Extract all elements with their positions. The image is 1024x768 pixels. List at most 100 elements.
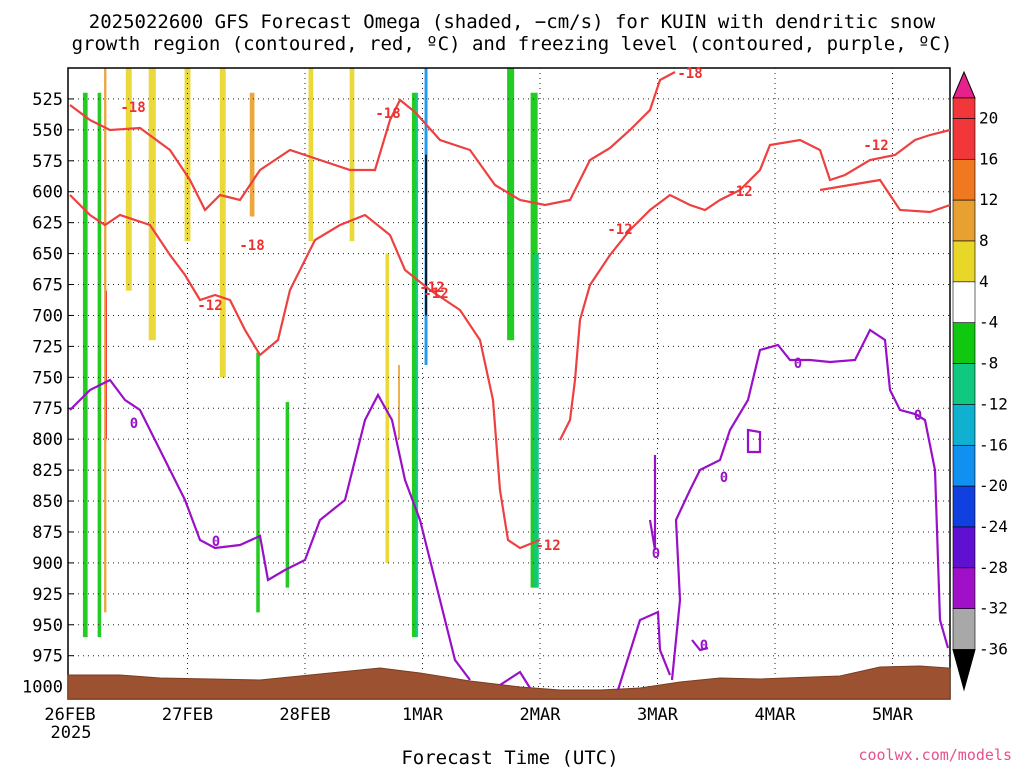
x-tick-label: 26FEB xyxy=(44,705,95,725)
freezing-level-contour-purple xyxy=(691,639,709,652)
y-tick-label: 975 xyxy=(32,647,63,667)
colorbar-segment xyxy=(952,485,976,528)
colorbar-segment xyxy=(952,240,976,283)
freezing-contour-label: 0 xyxy=(130,416,138,432)
colorbar-label: 12 xyxy=(979,190,998,209)
dgz-contour-label: -12 xyxy=(423,286,448,302)
colorbar-label: -32 xyxy=(979,599,1008,618)
dgz-contour-label: -12 xyxy=(419,280,444,296)
colorbar-label: 8 xyxy=(979,231,989,250)
colorbar-label: -36 xyxy=(979,640,1008,659)
freezing-contour-label: 0 xyxy=(652,546,660,562)
freezing-level-contour-purple xyxy=(648,455,657,551)
x-axis-label: Forecast Time (UTC) xyxy=(401,747,618,768)
dgz-contour-label: -12 xyxy=(197,298,222,314)
y-tick-label: 825 xyxy=(32,461,63,481)
omega-shading-region xyxy=(425,154,427,316)
colorbar-segment xyxy=(952,608,976,650)
y-tick-label: 1000 xyxy=(22,678,63,698)
dgz-contour-label: -18 xyxy=(239,238,264,254)
chart-title-line: growth region (contoured, red, ºC) and f… xyxy=(72,33,953,55)
x-tick-label: 5MAR xyxy=(872,705,914,725)
freezing-contour-label: 0 xyxy=(794,356,802,372)
omega-shading-region xyxy=(285,402,290,588)
terrain-ground xyxy=(67,665,951,700)
y-tick-label: 950 xyxy=(32,616,63,636)
freezing-level-contour-purple xyxy=(746,428,762,454)
colorbar-label: -16 xyxy=(979,435,1008,454)
dgz-contour-label: -18 xyxy=(375,106,400,122)
omega-shading-region xyxy=(125,68,132,291)
omega-shading-region xyxy=(249,92,255,217)
omega-shading-region xyxy=(415,92,419,638)
y-tick-label: 750 xyxy=(32,368,63,388)
credit-text: coolwx.com/models xyxy=(858,746,1012,764)
y-tick-label: 600 xyxy=(32,183,63,203)
omega-shading-region xyxy=(534,253,539,588)
x-tick-label: 28FEB xyxy=(279,705,330,725)
omega-shading-region xyxy=(308,68,314,242)
freezing-contour-label: 0 xyxy=(700,638,708,654)
colorbar-bottom-arrow xyxy=(952,649,976,692)
freezing-level-contour-purple xyxy=(499,670,531,689)
dgz-contour-label: -18 xyxy=(120,100,145,116)
colorbar-segment xyxy=(952,526,976,569)
omega-shading-region xyxy=(104,68,107,613)
omega-shading-region xyxy=(97,92,102,638)
x-tick-label: 27FEB xyxy=(162,705,213,725)
colorbar-top-arrow xyxy=(952,70,976,99)
colorbar-label: 20 xyxy=(979,108,998,127)
colorbar-segment xyxy=(952,97,976,119)
y-tick-label: 900 xyxy=(32,554,63,574)
x-tick-label: 4MAR xyxy=(755,705,797,725)
omega-shading-region xyxy=(82,92,88,638)
colorbar-label: -20 xyxy=(979,476,1008,495)
dgz-contour-label: -12 xyxy=(727,184,752,200)
freezing-contour-label: 0 xyxy=(720,470,728,486)
x-tick-label: 2MAR xyxy=(520,705,562,725)
freezing-contour-label: 0 xyxy=(914,408,922,424)
dgz-contour-label: -18 xyxy=(677,66,702,82)
omega-shading-region xyxy=(105,290,108,440)
colorbar-label: 4 xyxy=(979,272,989,291)
colorbar-segment xyxy=(952,567,976,610)
freezing-contour-label: 0 xyxy=(212,534,220,550)
y-tick-label: 550 xyxy=(32,121,63,141)
y-tick-label: 675 xyxy=(32,276,63,296)
colorbar-segment xyxy=(952,118,976,160)
omega-shading-region xyxy=(184,68,191,242)
colorbar-segment xyxy=(952,199,976,242)
y-tick-label: 525 xyxy=(32,90,63,110)
colorbar-segment xyxy=(952,404,976,446)
y-tick-label: 725 xyxy=(32,337,63,357)
omega-shading-region xyxy=(256,352,260,613)
y-tick-label: 850 xyxy=(32,492,63,512)
colorbar-label: -8 xyxy=(979,354,998,373)
y-tick-label: 575 xyxy=(32,152,63,172)
y-tick-label: 650 xyxy=(32,245,63,265)
x-year-label: 2025 xyxy=(51,723,92,743)
dgz-contour-red xyxy=(69,71,676,212)
colorbar-label: -28 xyxy=(979,558,1008,577)
omega-shading-region xyxy=(219,68,226,378)
dgz-contour-label: -12 xyxy=(863,138,888,154)
omega-shading-region xyxy=(411,92,417,638)
omega-shading-region xyxy=(148,68,156,341)
dgz-contour-red xyxy=(69,194,541,550)
chart-title-line: 2025022600 GFS Forecast Omega (shaded, −… xyxy=(89,11,936,33)
y-tick-label: 800 xyxy=(32,430,63,450)
omega-shading-region xyxy=(349,68,355,242)
freezing-level-contour-purple xyxy=(670,328,950,681)
dgz-contour-red xyxy=(559,128,951,441)
colorbar-segment xyxy=(952,281,976,324)
omega-shading-region xyxy=(398,364,400,440)
freezing-level-contour-purple xyxy=(69,378,471,681)
colorbar-segment xyxy=(952,158,976,201)
x-tick-label: 3MAR xyxy=(637,705,679,725)
y-tick-label: 625 xyxy=(32,214,63,234)
y-tick-label: 700 xyxy=(32,306,63,326)
y-tick-label: 775 xyxy=(32,399,63,419)
dgz-contour-label: -12 xyxy=(607,222,632,238)
x-tick-label: 1MAR xyxy=(402,705,444,725)
